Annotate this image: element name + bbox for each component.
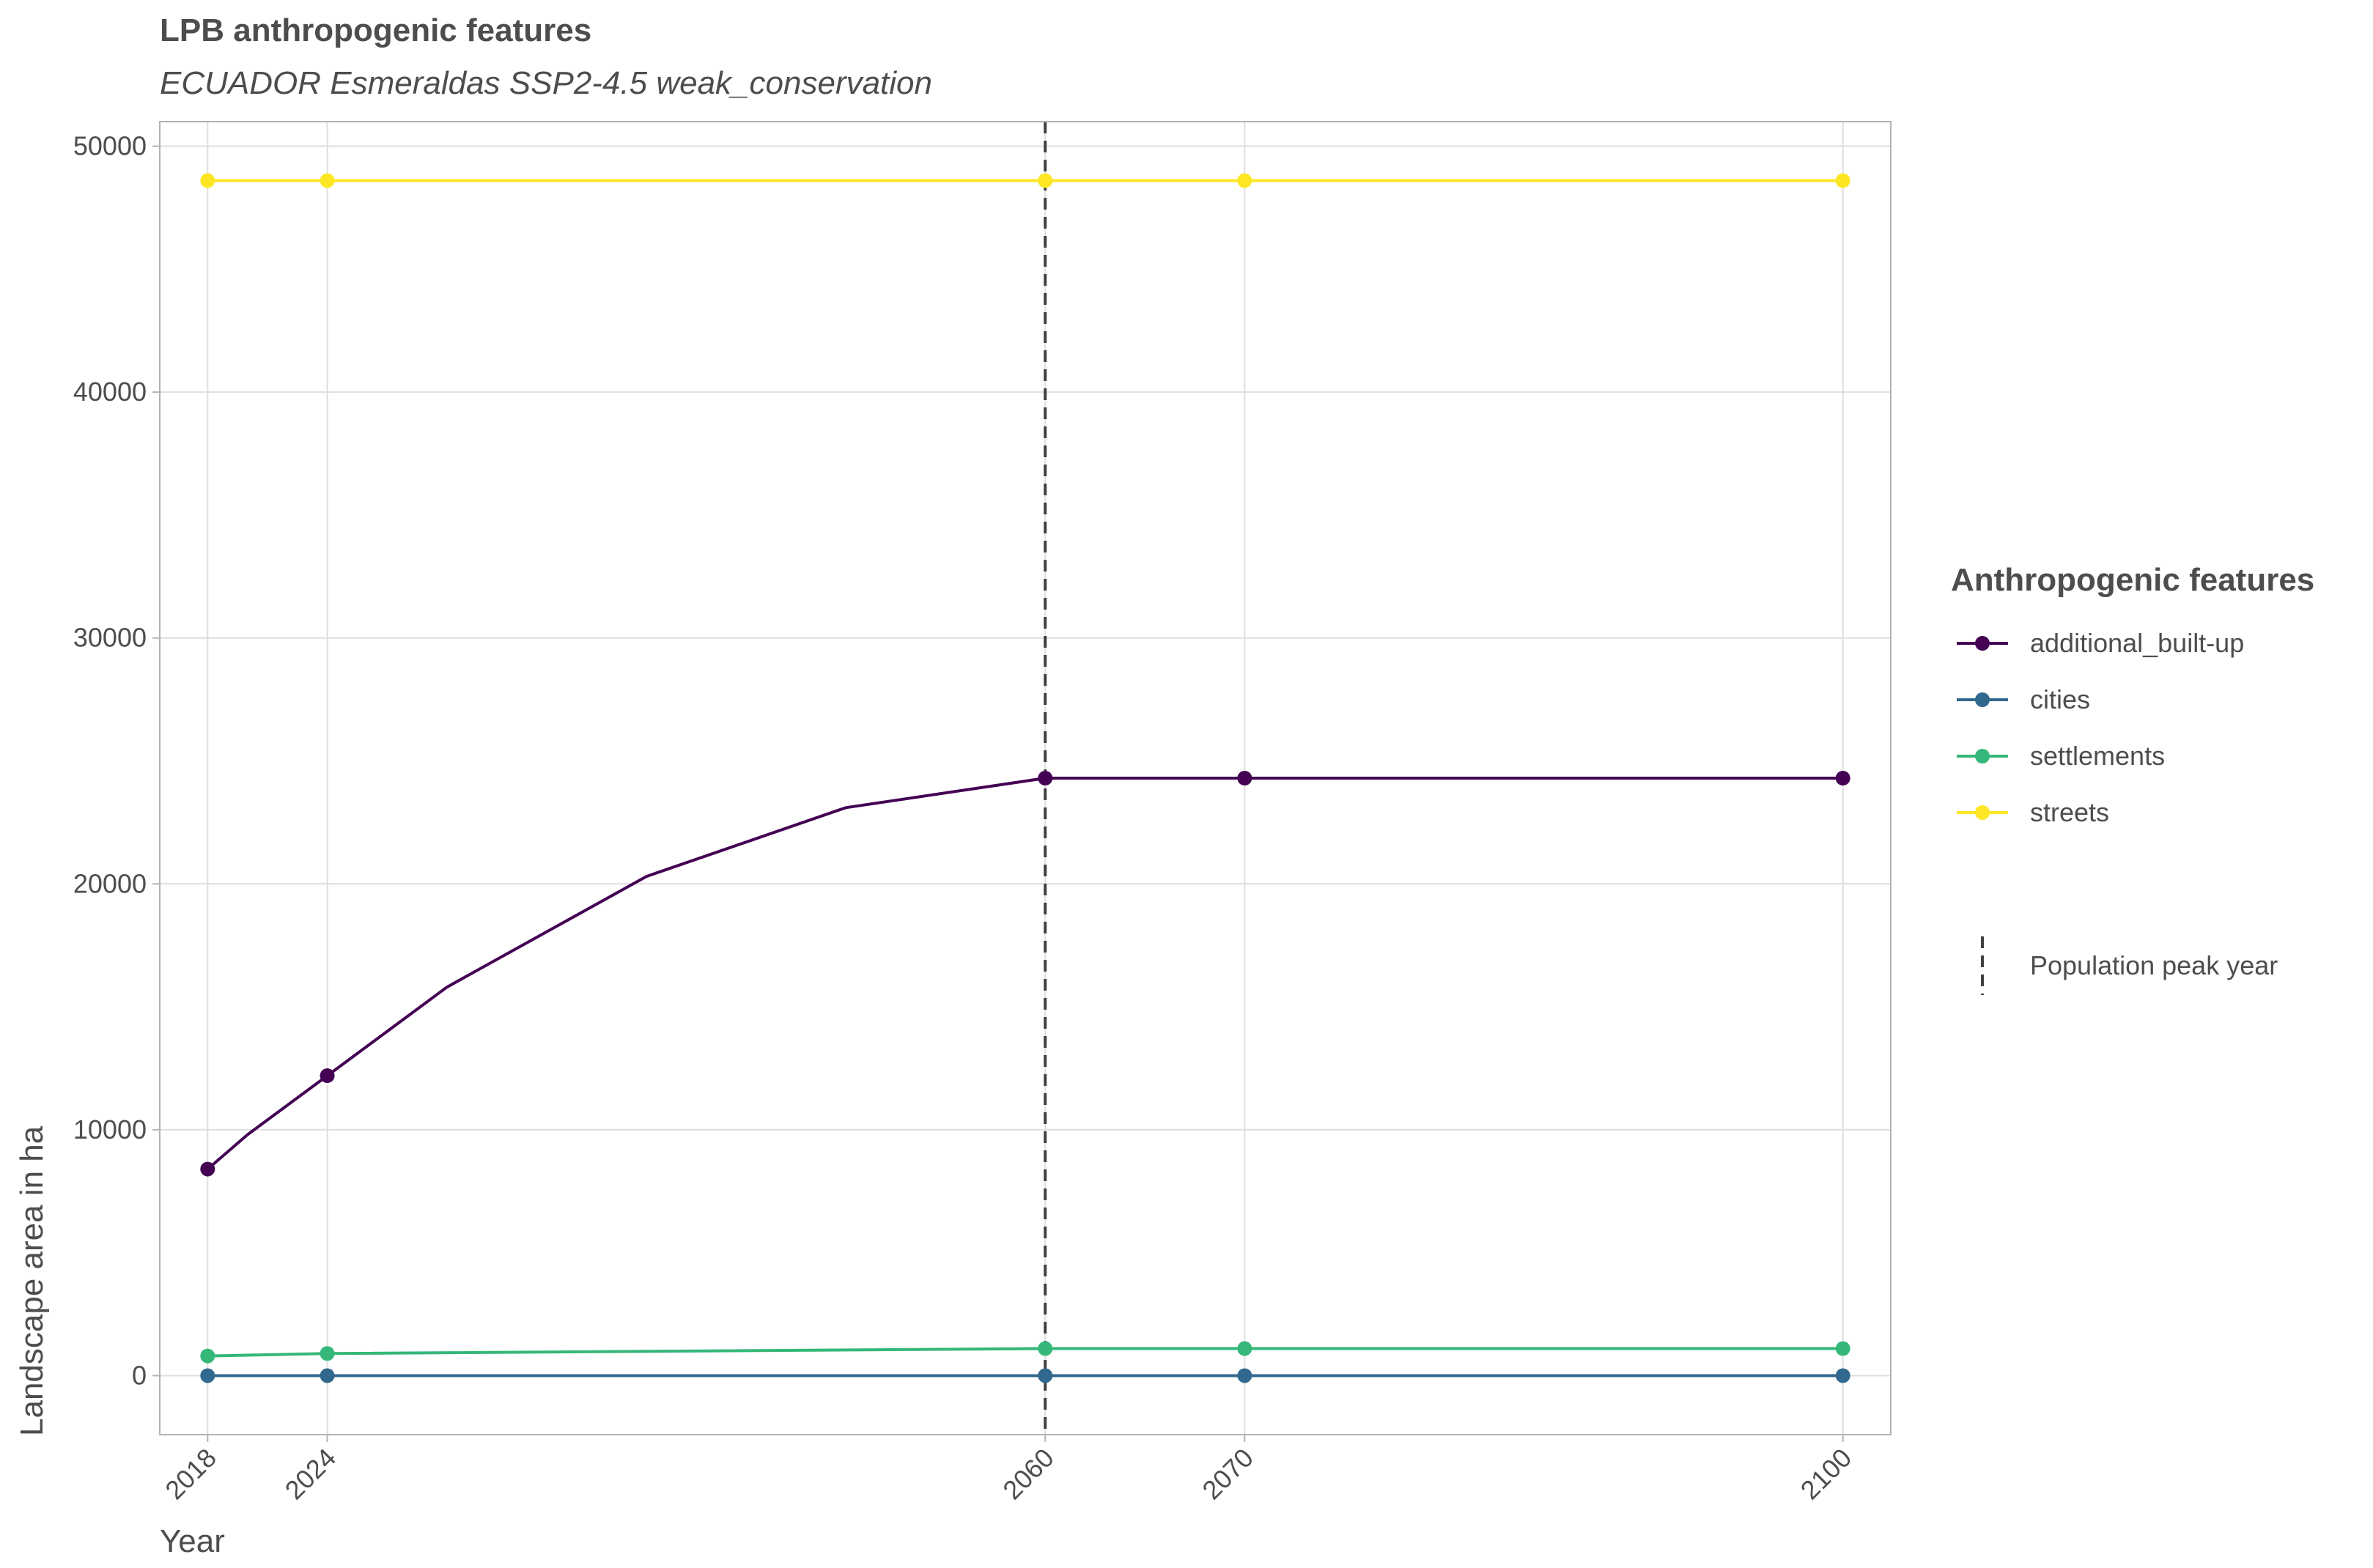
x-tick-label: 2070 [1196,1443,1259,1506]
data-point-additional-built-up [200,1161,215,1177]
y-tick-label: 10000 [73,1114,147,1144]
data-point-streets [320,173,335,188]
legend-point-cities [1975,692,1990,707]
legend-item-population-peak: Population peak year [1981,936,2278,995]
x-tick-label: 2100 [1795,1443,1858,1506]
plot-border [159,121,1892,1435]
data-point-cities [1038,1368,1053,1383]
legend: Anthropogenic features additional_built-… [1951,562,2314,995]
chart-subtitle: ECUADOR Esmeraldas SSP2-4.5 weak_conserv… [160,65,932,101]
data-point-settlements [1835,1341,1850,1356]
legend-point-additional-built-up [1975,636,1990,651]
x-axis-label: Year [160,1523,225,1559]
data-point-cities [1835,1368,1850,1383]
legend-label-population-peak: Population peak year [2030,950,2278,980]
y-axis-label: Landscape area in ha [14,1125,50,1436]
legend-label-cities: cities [2030,684,2090,714]
series-line-additional-built-up [206,777,1843,1171]
data-point-additional-built-up [1237,771,1252,785]
legend-label-settlements: settlements [2030,741,2165,771]
data-point-additional-built-up [320,1068,335,1084]
data-point-streets [1237,173,1252,188]
y-tick-label: 30000 [73,623,147,653]
x-tick-label: 2018 [159,1443,222,1506]
data-point-settlements [320,1346,335,1361]
legend-point-settlements [1975,749,1990,763]
legend-label-streets: streets [2030,797,2109,827]
x-axis-ticks: 2018 2024 2060 2070 2100 [159,1435,1857,1505]
data-point-streets [1038,173,1053,188]
y-tick-label: 50000 [73,131,147,161]
data-point-settlements [200,1348,215,1364]
legend-point-streets [1975,805,1990,820]
data-point-additional-built-up [1038,771,1053,785]
legend-title: Anthropogenic features [1951,562,2314,598]
x-tick-label: 2060 [997,1443,1060,1506]
y-axis-ticks: 0 10000 20000 30000 40000 50000 [73,131,160,1390]
data-point-streets [1835,173,1850,188]
data-point-cities [320,1368,335,1383]
data-point-settlements [1038,1341,1053,1356]
series-points [200,173,1850,1383]
data-point-settlements [1237,1341,1252,1356]
chart-title: LPB anthropogenic features [160,12,591,48]
data-point-streets [200,173,215,188]
y-tick-label: 0 [132,1360,147,1390]
data-point-cities [200,1368,215,1383]
data-point-cities [1237,1368,1252,1383]
x-tick-label: 2024 [279,1443,342,1506]
data-point-additional-built-up [1835,771,1850,785]
y-tick-label: 40000 [73,377,147,407]
y-tick-label: 20000 [73,868,147,898]
legend-label-additional-built-up: additional_built-up [2030,628,2244,658]
